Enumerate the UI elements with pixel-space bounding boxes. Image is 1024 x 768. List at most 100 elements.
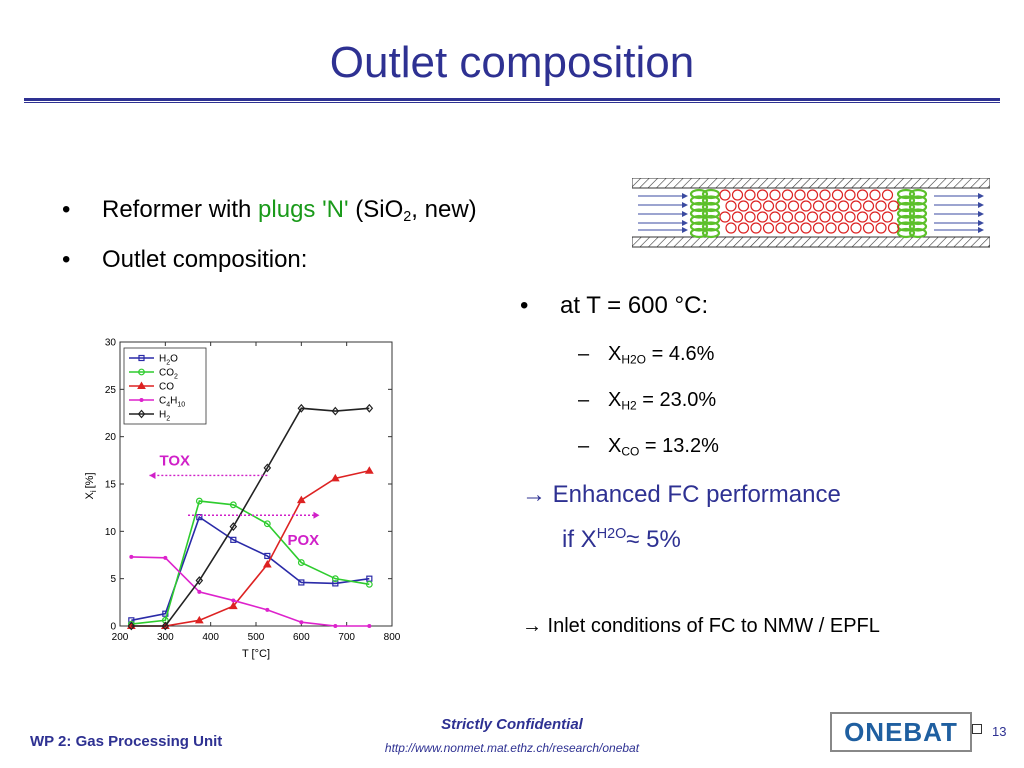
annotation-label: POX	[287, 532, 319, 549]
data-point	[228, 601, 238, 610]
data-point	[129, 554, 134, 559]
value-text: = 23.0%	[636, 389, 717, 411]
data-point	[229, 522, 238, 532]
dash: –	[578, 343, 590, 365]
plug-fiber	[689, 227, 709, 239]
data-point	[333, 624, 338, 628]
catalyst-bead	[737, 200, 750, 212]
series-4	[127, 403, 374, 631]
data-point	[264, 552, 271, 560]
catalyst-bead	[850, 222, 862, 234]
condition-pre: if X	[562, 526, 597, 553]
plug-fiber	[701, 201, 721, 213]
page-marker-icon	[972, 724, 982, 734]
data-point	[263, 463, 272, 473]
bullet-text: Outlet composition:	[102, 246, 308, 273]
y-tick-label: 25	[105, 385, 117, 396]
catalyst-bead	[825, 200, 837, 212]
flow-arrow-head	[682, 211, 688, 217]
plug-fiber	[908, 195, 928, 206]
enhanced-performance: → Enhanced FC performance	[522, 481, 841, 508]
annotation-tox: TOX	[149, 452, 268, 479]
onebat-logo: ONE BAT	[830, 712, 972, 752]
catalyst-bead	[837, 200, 850, 212]
catalyst-bead	[725, 200, 737, 212]
catalyst-bead	[850, 200, 862, 212]
flow-arrow-head	[978, 193, 984, 199]
y-tick-label: 15	[105, 480, 117, 491]
catalyst-bead	[781, 189, 794, 201]
catalyst-bead	[744, 189, 756, 201]
value-sub: CO	[621, 444, 640, 459]
catalyst-bead	[719, 211, 731, 223]
catalyst-bead	[800, 222, 812, 234]
data-point	[367, 624, 372, 628]
plug-fiber	[701, 227, 721, 239]
legend-label: H2O	[159, 354, 178, 367]
flow-arrow-head	[978, 227, 984, 233]
plug-right	[896, 188, 928, 239]
bullet-text: Reformer with plugs 'N' (SiO2, new)	[102, 196, 477, 225]
annotation-pox: POX	[188, 511, 320, 549]
data-point	[265, 607, 270, 612]
value-text: = 4.6%	[646, 343, 715, 365]
catalyst-bead	[825, 222, 837, 234]
catalyst-bead	[769, 189, 781, 201]
plug-fiber	[689, 195, 709, 206]
bullet-at-t: • at T = 600 °C:	[520, 292, 708, 320]
plug-fiber	[908, 208, 928, 219]
catalyst-bead	[750, 222, 762, 234]
plug-fiber	[896, 208, 916, 219]
plug-fiber	[689, 208, 709, 219]
footer-work-package: WP 2: Gas Processing Unit	[30, 733, 223, 750]
catalyst-bead	[812, 200, 825, 212]
series-line	[131, 556, 370, 627]
page-number: 13	[992, 724, 1007, 739]
series-line	[131, 500, 370, 625]
catalyst-bead	[731, 211, 744, 223]
outlet-composition-chart: 200 300 400 500 600 700 800 0 5 10 15 20 25 30 H2OCO2…	[84, 338, 401, 661]
footer-url[interactable]: http://www.nonmet.mat.ethz.ch/research/o…	[384, 741, 640, 755]
data-point	[331, 406, 340, 416]
data-point	[194, 615, 204, 624]
catalyst-bead	[875, 200, 887, 212]
reactor-wall-bottom	[632, 236, 990, 248]
data-point	[297, 403, 306, 413]
x-tick-label: 500	[248, 632, 265, 643]
y-tick-label: 0	[110, 622, 116, 633]
catalyst-bead	[744, 211, 756, 223]
catalyst-bead	[869, 211, 881, 223]
catalyst-bead	[762, 222, 775, 234]
plug-fiber	[701, 188, 721, 200]
catalyst-bead	[794, 189, 806, 201]
data-point	[137, 409, 146, 419]
y-tick-label: 5	[110, 574, 116, 585]
x-tick-label: 600	[293, 632, 310, 643]
value-h2: – XH2 = 23.0%	[578, 389, 716, 413]
value-sub: H2O	[621, 352, 647, 367]
data-point	[138, 368, 145, 376]
catalyst-bead	[881, 211, 894, 223]
bullet-text-pre: Reformer with	[102, 196, 259, 223]
plug-fiber	[896, 195, 916, 206]
legend-label: CO2	[159, 368, 178, 381]
flow-arrow-head	[682, 193, 688, 199]
plug-fiber	[908, 201, 928, 213]
catalyst-bead	[794, 211, 806, 223]
data-point	[262, 559, 272, 568]
data-point	[365, 403, 374, 413]
plug-fiber	[908, 188, 928, 200]
flow-arrow-head	[978, 211, 984, 217]
legend-entry: H2	[129, 410, 170, 423]
y-axis-label-sub: i	[89, 490, 98, 492]
data-point	[195, 576, 204, 585]
catalyst-bead	[831, 211, 844, 223]
catalyst-bead	[844, 189, 856, 201]
flow-arrow-head	[978, 220, 984, 226]
catalyst-bead	[862, 200, 875, 212]
catalyst-bead	[881, 189, 894, 201]
value-co: – XCO = 13.2%	[578, 435, 719, 459]
x-tick-label: 300	[157, 632, 174, 643]
catalyst-bead	[750, 200, 762, 212]
condition-h2o: if X H2O ≈ 5%	[562, 526, 681, 554]
